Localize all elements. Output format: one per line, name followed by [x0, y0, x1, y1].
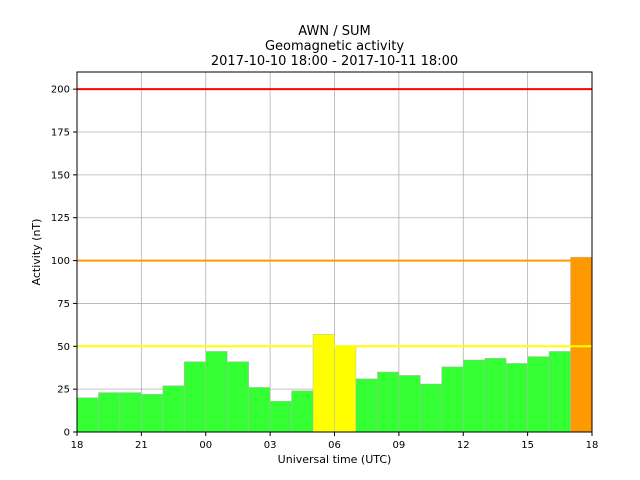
- bar: [570, 256, 593, 433]
- x-tick-label: 09: [393, 440, 406, 451]
- x-axis-ticks: 18 21 00 03 06 09 12 15 18: [71, 432, 599, 451]
- x-tick-label: 03: [264, 440, 277, 451]
- bar: [527, 356, 550, 433]
- threshold-lines: [77, 88, 592, 348]
- bar: [291, 390, 314, 433]
- chart-date-range: 2017-10-10 18:00 - 2017-10-11 18:00: [210, 54, 459, 69]
- y-tick-label: 175: [51, 128, 70, 139]
- y-axis-ticks: 0 25 50 75 100 125 150 175 200: [51, 85, 77, 439]
- bar: [441, 366, 464, 433]
- x-axis-label: Universal time (UTC): [278, 453, 392, 466]
- bar: [269, 400, 292, 433]
- x-tick-label: 12: [457, 440, 470, 451]
- bar: [355, 378, 378, 433]
- y-tick-label: 150: [51, 170, 70, 181]
- chart-subtitle: Geomagnetic activity: [264, 39, 405, 54]
- y-tick-label: 100: [51, 256, 70, 267]
- bar: [162, 385, 185, 433]
- x-tick-label: 06: [328, 440, 341, 451]
- y-tick-label: 25: [57, 385, 70, 396]
- bar: [248, 387, 271, 433]
- bar: [420, 383, 443, 433]
- y-tick-label: 50: [57, 342, 70, 353]
- bar: [334, 346, 357, 433]
- bar: [98, 392, 121, 433]
- chart-title: AWN / SUM: [298, 24, 371, 39]
- bar: [119, 392, 142, 433]
- bar: [205, 351, 228, 433]
- chart-title-block: AWN / SUM Geomagnetic activity 2017-10-1…: [77, 24, 592, 69]
- bar: [398, 375, 421, 433]
- x-tick-label: 18: [71, 440, 84, 451]
- bar: [141, 394, 164, 433]
- y-tick-label: 0: [64, 428, 70, 439]
- bar: [548, 351, 571, 433]
- bar: [184, 361, 207, 433]
- bar: [377, 371, 400, 433]
- x-tick-label: 21: [135, 440, 148, 451]
- x-tick-label: 18: [586, 440, 599, 451]
- bar: [505, 363, 528, 433]
- x-tick-label: 15: [521, 440, 534, 451]
- bars: [76, 256, 593, 433]
- bar: [484, 358, 507, 433]
- bar: [312, 334, 335, 433]
- bar: [463, 359, 485, 433]
- y-tick-label: 200: [51, 85, 70, 96]
- bar: [226, 361, 249, 433]
- x-tick-label: 00: [199, 440, 212, 451]
- y-tick-label: 125: [51, 213, 70, 224]
- y-axis-label: Activity (nT): [30, 219, 43, 286]
- bar: [76, 397, 99, 433]
- y-tick-label: 75: [57, 299, 70, 310]
